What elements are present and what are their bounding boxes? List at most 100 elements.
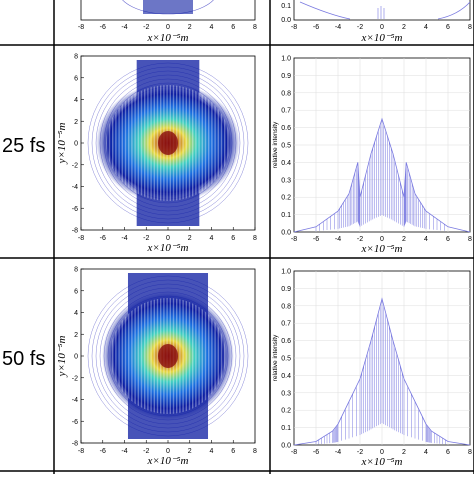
- stripe-region: [143, 0, 193, 14]
- x-tick-label: -8: [78, 448, 84, 455]
- y-axis-label: relative intensity: [272, 334, 279, 381]
- x-tick-label: -6: [313, 24, 319, 31]
- x-tick-label: 4: [424, 449, 428, 456]
- y-tick-label: 0.1: [281, 212, 291, 219]
- y-tick-label: 4: [74, 310, 78, 317]
- x-axis-label: x×10⁻⁵m: [147, 242, 189, 254]
- x-tick-label: -4: [121, 24, 127, 31]
- y-tick-label: 0.2: [281, 195, 291, 202]
- y-tick-label: 0.9: [281, 73, 291, 80]
- y-tick-label: 0.5: [281, 143, 291, 150]
- y-tick-label: 0.6: [281, 125, 291, 132]
- x-tick-label: -4: [335, 236, 341, 243]
- y-tick-label: 0.0: [281, 17, 291, 24]
- x-tick-label: 0: [166, 448, 170, 455]
- x-tick-label: -8: [291, 449, 297, 456]
- x-tick-label: 4: [210, 24, 214, 31]
- intensity-panel-1: -8 -6 -4 -2 0 2 4 6 8 1.0 0.9 0.8 0.7 0.6 0.5 0.4 0.3 0.2…: [272, 56, 472, 256]
- fringe-oscillation: [377, 6, 385, 19]
- y-tick-label: 0.1: [281, 425, 291, 432]
- x-tick-label: 0: [166, 24, 170, 31]
- x-tick-label: 0: [380, 236, 384, 243]
- x-tick-label: 2: [188, 448, 192, 455]
- y-tick-label: 0.4: [281, 373, 291, 380]
- x-tick-label: 4: [210, 448, 214, 455]
- y-tick-label: -2: [72, 375, 78, 382]
- x-tick-label: -6: [313, 449, 319, 456]
- y-tick-label: 0.3: [281, 390, 291, 397]
- fringe-oscillation: [315, 118, 445, 232]
- y-tick-label: 0.8: [281, 303, 291, 310]
- y-tick-label: 0: [74, 141, 78, 148]
- y-tick-label: 0.7: [281, 321, 291, 328]
- x-tick-label: -6: [100, 24, 106, 31]
- y-tick-label: 2: [74, 119, 78, 126]
- y-tick-label: 0.4: [281, 160, 291, 167]
- x-tick-label: 8: [468, 449, 472, 456]
- x-tick-label: -2: [143, 24, 149, 31]
- y-tick-label: -2: [72, 162, 78, 169]
- x-tick-label: -2: [357, 24, 363, 31]
- x-axis-label: x×10⁻⁵m: [361, 243, 403, 255]
- y-tick-label: 2: [74, 332, 78, 339]
- x-tick-label: 2: [402, 236, 406, 243]
- intensity-panel-2: -8 -6 -4 -2 0 2 4 6 8 1.0 0.9 0.8 0.7 0.6 0.5 0.4 0.3 0.2…: [272, 269, 472, 469]
- beam-panel-1: -8 -6 -4 -2 0 2 4 6 8 8 6 4 2 0 -2 -4 -6 -8 x×10⁻⁵m y×10⁻⁵m: [56, 54, 257, 255]
- x-tick-label: 2: [402, 449, 406, 456]
- y-tick-label: 4: [74, 97, 78, 104]
- x-tick-label: -4: [121, 235, 127, 242]
- x-axis-label: x×10⁻⁵m: [147, 455, 189, 467]
- x-tick-label: -8: [291, 24, 297, 31]
- x-tick-label: 6: [446, 449, 450, 456]
- x-tick-label: -6: [100, 235, 106, 242]
- x-tick-label: 6: [231, 235, 235, 242]
- y-tick-label: -6: [72, 419, 78, 426]
- y-tick-label: 0.5: [281, 356, 291, 363]
- x-tick-label: 4: [210, 235, 214, 242]
- beam-core: [158, 344, 178, 368]
- y-tick-label: 8: [74, 267, 78, 274]
- y-tick-label: 0.8: [281, 90, 291, 97]
- x-axis-label: x×10⁻⁵m: [147, 32, 189, 44]
- y-tick-label: 8: [74, 54, 78, 61]
- x-tick-label: -6: [313, 236, 319, 243]
- top-row-remnant: -8 -6 -4 -2 0 2 4 6 8x×10⁻⁵m0.10.0-8 -6 -4 -2 0 2 4 6 8x…: [78, 0, 472, 44]
- x-tick-label: -2: [357, 236, 363, 243]
- y-tick-label: 0.0: [281, 443, 291, 450]
- y-tick-label: 0.6: [281, 338, 291, 345]
- y-tick-label: 0.1: [281, 3, 291, 10]
- x-tick-label: -4: [335, 449, 341, 456]
- y-tick-label: 0.0: [281, 230, 291, 237]
- x-tick-label: 2: [188, 24, 192, 31]
- x-axis-label: x×10⁻⁵m: [361, 32, 403, 44]
- row-2-time-label: 50 fs: [2, 348, 45, 370]
- x-axis-label: x×10⁻⁵m: [361, 456, 403, 468]
- x-tick-label: 4: [424, 236, 428, 243]
- x-tick-label: -2: [143, 235, 149, 242]
- y-tick-label: 6: [74, 75, 78, 82]
- y-tick-label: -6: [72, 206, 78, 213]
- x-tick-label: 8: [253, 235, 257, 242]
- x-tick-label: -8: [78, 24, 84, 31]
- intensity-line: [299, 1, 471, 20]
- x-tick-label: -4: [121, 448, 127, 455]
- x-tick-label: 4: [424, 24, 428, 31]
- y-tick-label: -4: [72, 397, 78, 404]
- y-tick-label: 6: [74, 288, 78, 295]
- x-tick-label: 6: [446, 236, 450, 243]
- y-tick-label: 1.0: [281, 56, 291, 63]
- x-tick-label: 6: [231, 24, 235, 31]
- y-axis-label: y×10⁻⁵m: [56, 336, 68, 378]
- x-tick-label: -8: [291, 236, 297, 243]
- x-tick-label: 8: [253, 448, 257, 455]
- y-tick-label: 1.0: [281, 269, 291, 276]
- x-tick-label: -6: [100, 448, 106, 455]
- beam-core: [158, 131, 178, 155]
- x-tick-label: -4: [335, 24, 341, 31]
- x-tick-label: 6: [446, 24, 450, 31]
- y-axis-label: y×10⁻⁵m: [56, 123, 68, 165]
- beam-panel-2: -8 -6 -4 -2 0 2 4 6 8 8 6 4 2 0 -2 -4 -6 -8 x×10⁻⁵m y×10⁻⁵m: [56, 267, 257, 468]
- plot-frame: [293, 0, 471, 21]
